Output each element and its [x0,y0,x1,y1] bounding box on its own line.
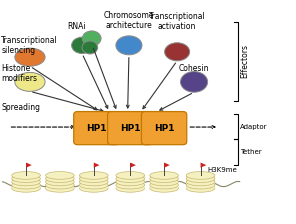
Polygon shape [164,163,170,168]
Ellipse shape [116,178,144,186]
Ellipse shape [12,178,40,186]
Text: Tether: Tether [240,149,262,155]
Text: HP1: HP1 [86,124,107,133]
Ellipse shape [116,181,144,189]
Text: HP1: HP1 [120,124,141,133]
Ellipse shape [72,37,92,54]
Ellipse shape [46,181,74,189]
Ellipse shape [79,175,108,183]
FancyBboxPatch shape [141,112,187,145]
Ellipse shape [150,172,178,179]
Polygon shape [26,163,32,168]
Ellipse shape [186,181,215,189]
Ellipse shape [79,181,108,189]
Ellipse shape [116,185,144,192]
Text: Histone
modifiers: Histone modifiers [1,64,37,83]
Bar [186,174,215,188]
Ellipse shape [46,185,74,192]
Bar [116,174,144,188]
Text: Effectors: Effectors [240,45,250,78]
Ellipse shape [12,175,40,183]
Ellipse shape [79,172,108,179]
Ellipse shape [116,175,144,183]
Ellipse shape [12,185,40,192]
Text: H3K9me: H3K9me [207,167,237,173]
Ellipse shape [79,178,108,186]
Text: Adaptor: Adaptor [240,123,268,129]
Ellipse shape [82,31,101,46]
Ellipse shape [186,185,215,192]
Ellipse shape [116,36,142,55]
Text: Transcriptional
silencing: Transcriptional silencing [1,36,58,55]
Ellipse shape [150,175,178,183]
Ellipse shape [165,43,190,61]
Ellipse shape [186,172,215,179]
Ellipse shape [12,172,40,179]
Text: HP1: HP1 [154,124,174,133]
Ellipse shape [150,181,178,189]
Bar [46,174,74,188]
Ellipse shape [116,172,144,179]
Bar [150,174,178,188]
Ellipse shape [46,175,74,183]
Polygon shape [201,163,206,168]
Ellipse shape [82,41,98,54]
Bar [12,174,40,188]
Ellipse shape [186,175,215,183]
Ellipse shape [15,72,45,91]
Polygon shape [130,163,136,168]
Ellipse shape [12,181,40,189]
Ellipse shape [150,178,178,186]
Ellipse shape [181,72,207,92]
Ellipse shape [186,178,215,186]
Ellipse shape [46,172,74,179]
Ellipse shape [15,48,45,66]
FancyBboxPatch shape [107,112,153,145]
Ellipse shape [79,185,108,192]
Ellipse shape [150,185,178,192]
Text: Spreading: Spreading [1,103,40,112]
Bar [79,174,108,188]
Ellipse shape [46,178,74,186]
Text: Transcriptional
activation: Transcriptional activation [149,12,205,31]
Text: Cohesin: Cohesin [179,64,209,73]
Text: RNAi: RNAi [67,22,86,31]
Text: Chromosome
architecture: Chromosome architecture [104,11,154,30]
FancyBboxPatch shape [74,112,119,145]
Polygon shape [94,163,99,168]
